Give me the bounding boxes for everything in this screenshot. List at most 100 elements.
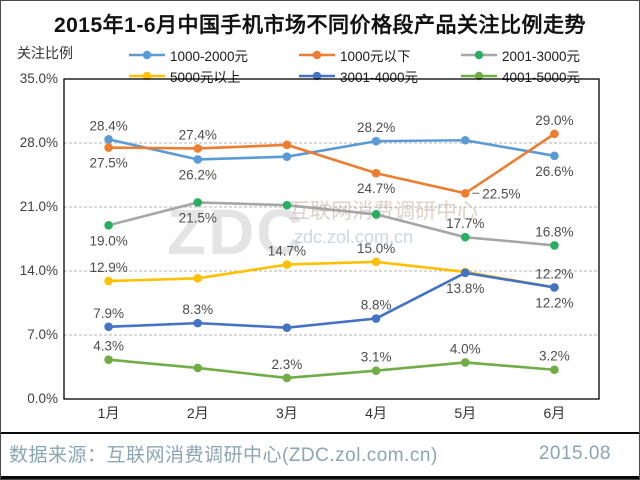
legend-marker-icon — [299, 71, 335, 80]
data-label: 2.3% — [272, 357, 303, 372]
footer-date: 2015.08 — [538, 442, 611, 464]
legend-item-5: 3001-4000元 — [299, 66, 461, 85]
data-label: 14.7% — [268, 244, 306, 259]
legend-label: 1000元以下 — [340, 48, 411, 64]
data-label: 4.3% — [93, 339, 124, 354]
legend-item-4: 5000元以上 — [129, 66, 299, 85]
data-point — [460, 358, 470, 367]
data-point — [104, 143, 113, 152]
data-point — [193, 144, 203, 153]
legend-item-2: 1000元以下 — [299, 45, 461, 64]
data-label: 24.7% — [357, 181, 395, 196]
bottom-border-bar — [1, 476, 639, 479]
chart-title: 2015年1-6月中国手机市场不同价格段产品关注比例走势 — [53, 14, 587, 37]
watermark-text-url: zdc.zol.com.cn — [294, 227, 413, 247]
data-label: 28.2% — [357, 120, 395, 135]
series-line-3 — [108, 201, 555, 247]
x-tick-label: 6月 — [544, 405, 566, 421]
data-label: 7.9% — [93, 306, 124, 321]
legend-label: 5000元以上 — [170, 69, 241, 85]
y-tick-label: 7.0% — [27, 327, 58, 342]
data-point — [104, 322, 113, 332]
data-point — [104, 135, 113, 144]
x-tick-label: 5月 — [454, 405, 476, 421]
legend-marker-icon — [129, 71, 165, 80]
data-point — [193, 155, 203, 164]
data-label: 26.6% — [535, 164, 573, 179]
y-tick-label: 21.0% — [20, 199, 58, 214]
legend-marker-icon — [129, 50, 165, 59]
footer-source: 数据来源：互联网消费调研中心(ZDC.zol.com.cn) — [9, 445, 438, 466]
data-label: 8.8% — [361, 298, 392, 313]
data-point — [104, 220, 113, 230]
data-point — [193, 274, 203, 283]
data-point — [371, 257, 381, 267]
legend-item-6: 4001-5000元 — [461, 66, 589, 85]
x-tick-label: 1月 — [98, 405, 120, 421]
legend-label: 3001-4000元 — [340, 69, 419, 85]
y-tick-label: 35.0% — [20, 71, 58, 86]
legend-item-1: 1000-2000元 — [129, 45, 299, 64]
legend-label: 2001-3000元 — [502, 48, 581, 64]
watermark-text-cn: 互联网消费调研中心 — [289, 200, 478, 223]
data-label: 15.0% — [357, 241, 395, 256]
data-label: 17.7% — [446, 216, 484, 231]
data-point — [193, 198, 203, 207]
data-point — [371, 314, 381, 323]
x-tick-label: 4月 — [365, 405, 387, 421]
data-point — [460, 268, 470, 278]
data-point — [371, 366, 381, 375]
data-label: 29.0% — [535, 113, 573, 128]
data-point — [104, 355, 113, 364]
data-point — [460, 188, 470, 198]
series-line-2 — [108, 132, 556, 195]
data-label: 27.4% — [179, 127, 217, 142]
legend-marker-icon — [461, 50, 497, 59]
watermark-logo: ZDC — [167, 196, 305, 268]
data-point — [550, 241, 559, 250]
data-point — [104, 276, 113, 286]
data-point — [282, 140, 292, 150]
series-line-5 — [108, 271, 555, 329]
series-line-6 — [108, 358, 555, 380]
data-label: 13.8% — [446, 281, 484, 296]
legend-item-3: 2001-3000元 — [461, 45, 589, 64]
data-point — [371, 168, 381, 178]
data-label: 21.5% — [179, 210, 217, 225]
footer: 数据来源：互联网消费调研中心(ZDC.zol.com.cn) 2015.08 — [1, 432, 639, 477]
x-tick-label: 3月 — [276, 405, 298, 421]
y-tick-label: 28.0% — [20, 135, 58, 150]
plot-border — [63, 78, 600, 400]
legend-marker-icon — [461, 71, 497, 80]
data-label: 3.1% — [361, 350, 392, 365]
data-label: 27.5% — [89, 156, 127, 171]
data-label: 16.8% — [535, 224, 573, 239]
data-point — [550, 283, 559, 292]
data-point — [460, 232, 470, 242]
data-point — [193, 318, 203, 328]
data-label: 3.2% — [539, 349, 570, 364]
data-point — [282, 152, 292, 162]
legend: 1000-2000元 1000元以下 2001-3000元 5000元以上 3001-4… — [129, 45, 589, 85]
data-label: 12.2% — [535, 266, 573, 281]
data-point — [282, 373, 292, 383]
data-label: 8.3% — [182, 302, 213, 317]
data-label: 19.0% — [89, 233, 127, 248]
data-label: 12.9% — [89, 260, 127, 275]
data-point — [193, 363, 203, 373]
y-tick-label: 0.0% — [27, 391, 58, 406]
data-point — [460, 135, 470, 145]
data-point — [550, 129, 559, 139]
legend-label: 1000-2000元 — [170, 48, 249, 64]
data-point — [371, 210, 381, 219]
data-label: 22.5% — [482, 186, 520, 201]
data-label: 12.2% — [535, 295, 573, 310]
data-point — [282, 200, 292, 210]
data-point — [282, 260, 292, 269]
x-tick-label: 2月 — [187, 405, 209, 421]
data-label: 4.0% — [450, 341, 481, 356]
data-point — [550, 365, 559, 375]
legend-label: 4001-5000元 — [502, 69, 581, 85]
